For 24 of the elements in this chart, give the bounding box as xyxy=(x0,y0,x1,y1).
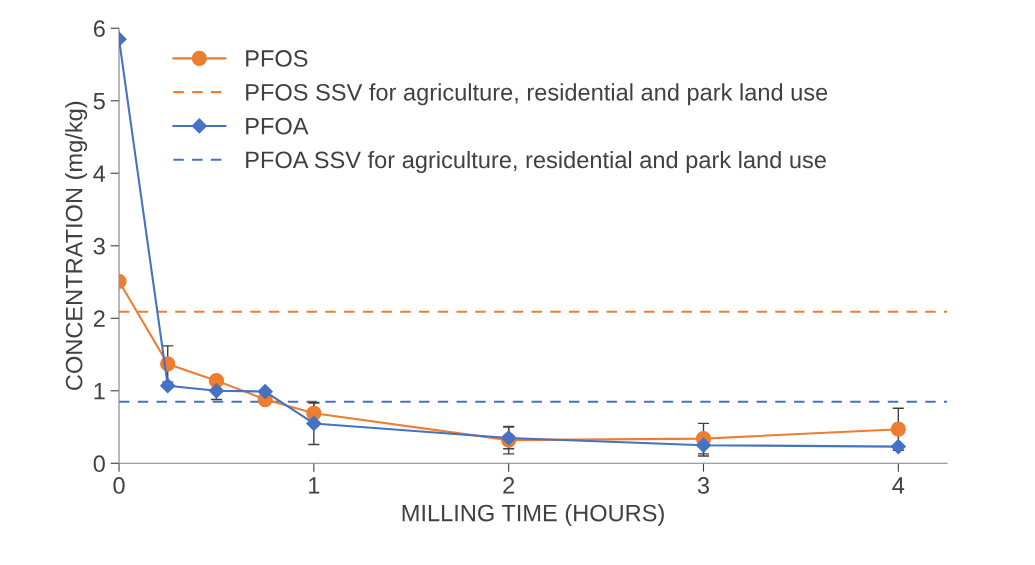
y-tick-label: 6 xyxy=(93,20,105,38)
point xyxy=(257,383,273,400)
x-tick-label: 1 xyxy=(309,477,320,494)
point xyxy=(695,437,712,453)
x-axis-title: MILLING TIME (HOURS) xyxy=(402,504,664,527)
y-tick-label: 5 xyxy=(93,93,105,110)
point xyxy=(890,421,906,437)
x-tick-label: 0 xyxy=(113,477,125,494)
y-tick-label: 3 xyxy=(93,237,105,255)
x-tick-label: 4 xyxy=(892,477,905,494)
legend-label: PFOA SSV for agriculture, residential and park land use xyxy=(246,150,826,173)
y-tick-label: 0 xyxy=(93,455,105,473)
legend-label: PFOA xyxy=(246,117,309,135)
x-tick-label: 3 xyxy=(697,477,710,494)
legend-label: PFOS xyxy=(246,50,308,67)
point xyxy=(160,378,176,394)
x-tick-label: 2 xyxy=(503,477,515,494)
legend-label: PFOS SSV for agriculture, residential and park land use xyxy=(246,83,828,106)
y-tick-label: 1 xyxy=(94,383,105,400)
y-tick-label: 2 xyxy=(93,310,105,327)
y-tick-label: 4 xyxy=(93,165,106,182)
point xyxy=(890,439,906,455)
point xyxy=(306,415,322,431)
y-axis-title: CONCENTRATION (mg/kg) xyxy=(65,101,88,390)
